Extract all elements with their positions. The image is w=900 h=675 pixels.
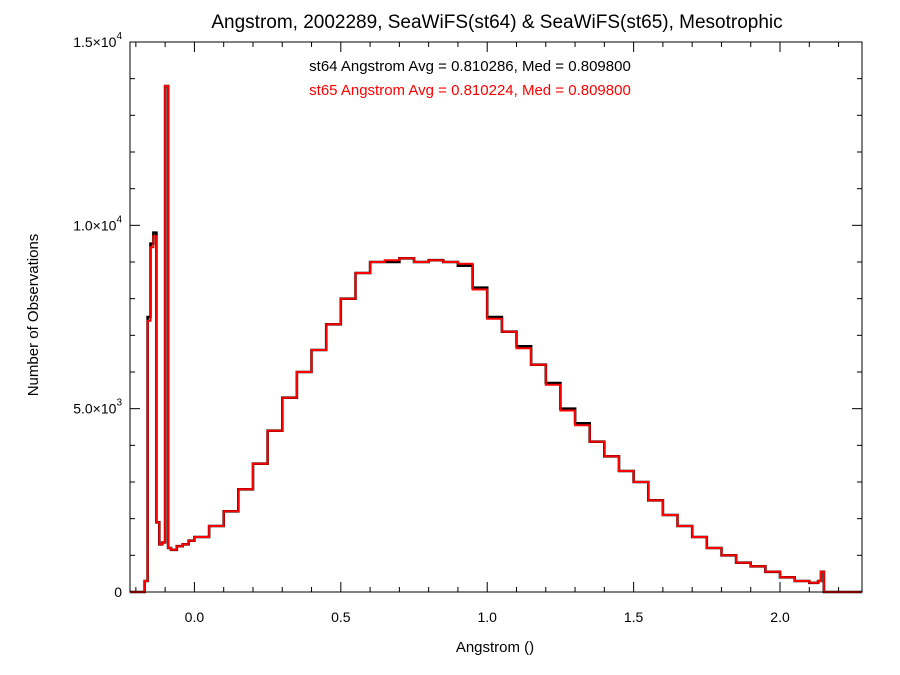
- x-tick-label: 1.0: [477, 609, 497, 625]
- x-tick-label: 0.5: [331, 609, 351, 625]
- chart-title: Angstrom, 2002289, SeaWiFS(st64) & SeaWi…: [211, 12, 782, 33]
- x-axis-ticks: 0.0 0.5 1.0 1.5 2.0: [135, 42, 840, 625]
- y-axis-ticks: 0 5.0×103 1.0×104 1.5×104: [73, 31, 862, 600]
- x-axis-label: Angstrom (): [456, 639, 534, 656]
- y-tick-label: 5.0×103: [73, 398, 122, 417]
- x-tick-label: 2.0: [770, 609, 790, 625]
- series-layer: [130, 84, 862, 594]
- y-tick-label: 1.0×104: [73, 214, 122, 233]
- st65-stats-annotation: st65 Angstrom Avg = 0.810224, Med = 0.80…: [309, 82, 631, 99]
- plot-frame: [129, 41, 863, 593]
- y-tick-label: 1.5×104: [73, 31, 122, 50]
- x-tick-label: 0.0: [185, 609, 205, 625]
- x-tick-label: 1.5: [624, 609, 644, 625]
- y-axis-label: Number of Observations: [25, 234, 42, 397]
- y-tick-label: 0: [114, 584, 122, 600]
- st64-histogram-line: [130, 84, 862, 594]
- st65-histogram-line: [130, 85, 862, 593]
- st64-stats-annotation: st64 Angstrom Avg = 0.810286, Med = 0.80…: [309, 58, 631, 75]
